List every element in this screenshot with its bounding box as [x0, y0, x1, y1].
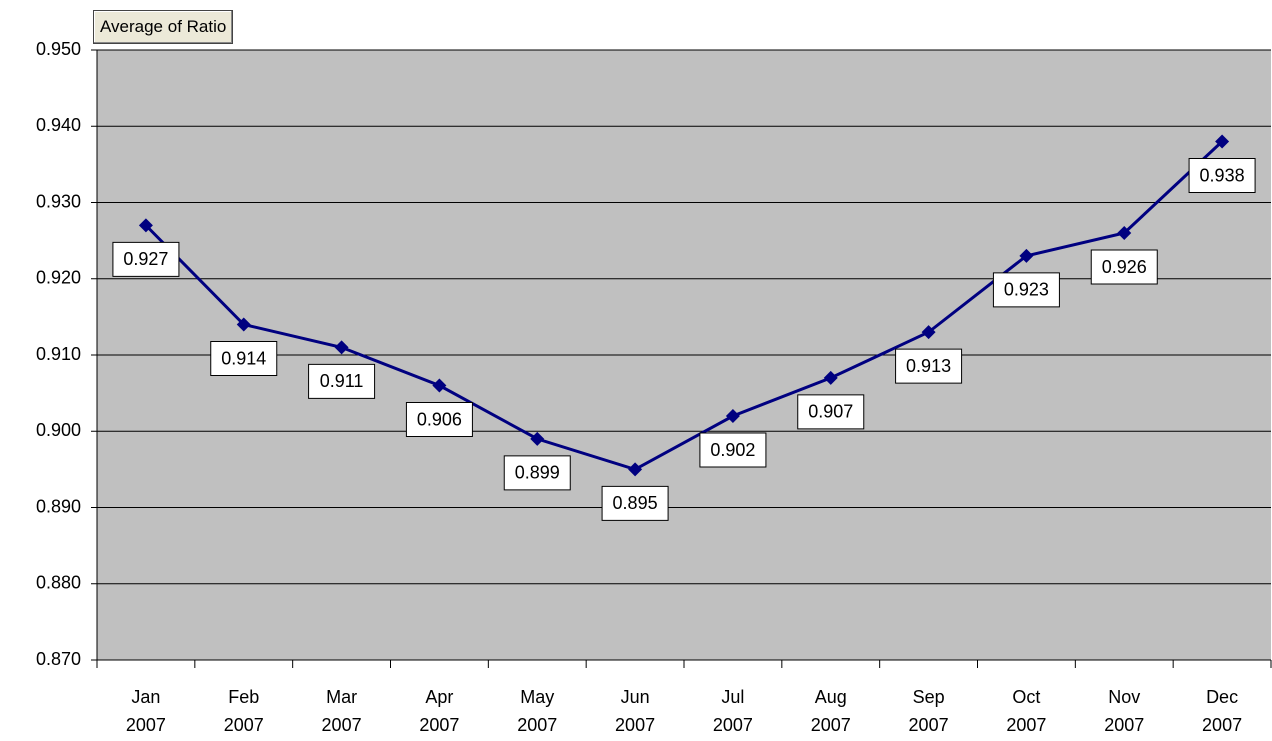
data-label-text: 0.902 — [710, 440, 755, 460]
x-tick-label: Jan 2007 — [125, 687, 166, 735]
data-label: 0.913 — [895, 348, 963, 384]
chart-title[interactable]: Average of Ratio — [93, 10, 234, 44]
x-tick-label: Jun 2007 — [615, 687, 656, 735]
data-point — [1019, 248, 1034, 263]
series-line — [144, 140, 1224, 471]
data-label-text: 0.927 — [123, 249, 168, 269]
data-label-box — [308, 363, 376, 399]
data-label-text: 0.907 — [808, 402, 853, 422]
y-tick-label: 0.950 — [36, 39, 81, 59]
y-tick-label: 0.890 — [36, 496, 81, 516]
x-tick-label: Aug 2007 — [810, 687, 851, 735]
data-label-text: 0.926 — [1102, 257, 1147, 277]
y-tick-label: 0.870 — [36, 649, 81, 669]
data-label-text: 0.913 — [906, 356, 951, 376]
data-point — [334, 340, 349, 355]
data-label: 0.911 — [308, 363, 376, 399]
x-tick-label: Sep 2007 — [908, 687, 949, 735]
x-tick-label: Apr 2007 — [419, 687, 460, 735]
data-label-box — [1090, 249, 1158, 285]
data-label: 0.923 — [992, 272, 1060, 308]
x-tick-label: Mar 2007 — [321, 687, 362, 735]
data-label-box — [210, 341, 278, 376]
data-point — [1117, 226, 1132, 240]
data-label-text: 0.938 — [1200, 165, 1245, 185]
data-label: 0.938 — [1188, 158, 1256, 193]
data-point — [236, 317, 251, 332]
x-tick-label: Oct 2007 — [1006, 687, 1047, 735]
y-tick-label: 0.940 — [36, 115, 81, 135]
data-label: 0.899 — [503, 455, 571, 491]
data-label: 0.926 — [1090, 249, 1158, 285]
data-label: 0.907 — [797, 394, 865, 430]
data-label-text: 0.899 — [515, 463, 560, 483]
y-tick-label: 0.910 — [36, 344, 81, 364]
data-label: 0.906 — [405, 402, 473, 437]
data-point — [432, 378, 447, 393]
data-label-box — [992, 272, 1060, 308]
data-label: 0.902 — [699, 432, 767, 468]
y-tick-label: 0.900 — [36, 420, 81, 440]
data-point — [725, 409, 740, 423]
y-tick-label: 0.880 — [36, 573, 81, 593]
data-label: 0.927 — [112, 241, 180, 277]
x-tick-label: Jul 2007 — [712, 687, 753, 735]
x-tick-label: Nov 2007 — [1104, 687, 1145, 735]
data-label-text: 0.906 — [417, 409, 462, 429]
data-label-box — [1188, 158, 1256, 193]
data-label-box — [601, 485, 669, 521]
data-label-box — [405, 402, 473, 437]
data-label-text: 0.895 — [613, 493, 658, 513]
data-label: 0.914 — [210, 341, 278, 376]
data-label-box — [699, 432, 767, 468]
data-point — [823, 370, 838, 385]
data-point — [628, 462, 643, 477]
data-label-text: 0.911 — [320, 371, 364, 391]
data-point — [1215, 134, 1230, 149]
data-label-box — [797, 394, 865, 430]
x-tick-label: Feb 2007 — [223, 687, 264, 735]
data-label-text: 0.923 — [1004, 280, 1049, 300]
data-label-box — [503, 455, 571, 491]
data-label: 0.895 — [601, 485, 669, 521]
x-tick-label: Dec 2007 — [1202, 687, 1243, 735]
y-tick-label: 0.920 — [36, 268, 81, 288]
data-label-text: 0.914 — [221, 348, 266, 368]
data-point — [530, 431, 545, 446]
x-tick-label: May 2007 — [517, 687, 558, 735]
y-tick-label: 0.930 — [36, 191, 81, 211]
data-point — [138, 218, 153, 233]
data-point — [921, 325, 936, 340]
data-label-box — [112, 241, 180, 277]
data-label-box — [895, 348, 963, 384]
